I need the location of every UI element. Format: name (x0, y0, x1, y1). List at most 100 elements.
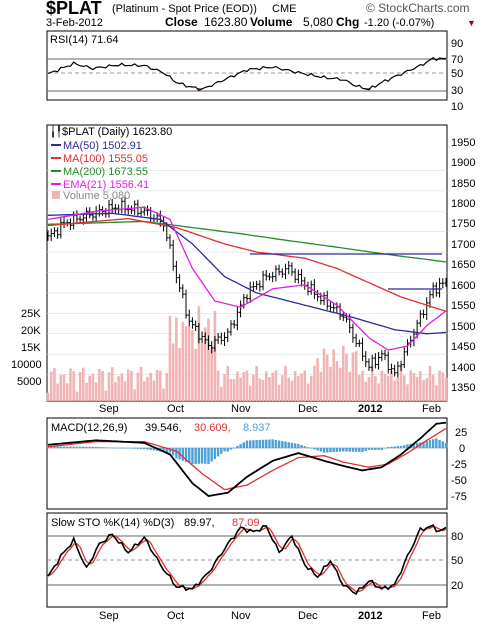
volume-bar (239, 377, 242, 401)
ma50-series (47, 212, 447, 335)
macd-hist-bar (390, 446, 393, 448)
volume-bar (59, 374, 63, 401)
volume-tick-5000: 5000 (17, 376, 41, 388)
macd-hist-bar (98, 447, 101, 448)
close-value: 1623.80 (204, 15, 248, 29)
volume-bar (277, 384, 281, 401)
macd-hist-bar (136, 448, 140, 449)
volume-bar (117, 376, 120, 401)
volume-bar (364, 381, 368, 401)
volume-bar (207, 318, 210, 401)
macd-hist-bar (406, 444, 409, 448)
price-x-dec: Dec (298, 403, 318, 415)
volume-bar (361, 370, 364, 401)
volume-bar (181, 321, 185, 401)
sto-panel: Slow STO %K(14) %D(3) 89.97, 87.09 80 50… (46, 512, 463, 622)
volume-bar (370, 365, 374, 401)
volume-bar (374, 375, 377, 401)
volume-bar (110, 367, 114, 401)
rsi-legend: RSI(14) 71.64 (50, 34, 118, 46)
macd-hist-bar (377, 448, 380, 450)
volume-bar (197, 306, 201, 401)
macd-hist-bar (88, 446, 91, 448)
volume-bar (348, 371, 352, 401)
volume-bar (300, 373, 303, 401)
price-x-2012: 2012 (358, 403, 382, 415)
macd-hist-bar (216, 448, 220, 457)
macd-hist-bar (374, 448, 377, 450)
bar-icon: ╽╿ (50, 125, 62, 138)
volume-bar (98, 368, 101, 401)
volume-bar (255, 365, 258, 401)
macd-hist-bar (274, 439, 278, 448)
volume-bar (293, 371, 297, 401)
price-grid (47, 170, 447, 375)
volume-bar (114, 382, 117, 401)
macd-hist-bar (59, 446, 63, 448)
volume-bar (191, 329, 194, 401)
macd-hist-bar (396, 446, 400, 448)
volume-bar (287, 377, 291, 401)
macd-hist-bar (168, 448, 172, 453)
sto-x-sep: Sep (99, 610, 119, 622)
macd-hist-bar (197, 448, 201, 464)
macd-hist-bar (261, 439, 265, 448)
price-tick-1550: 1550 (451, 300, 475, 312)
volume-bar (435, 385, 438, 401)
macd-hist-bar (204, 448, 207, 464)
volume-bar (236, 371, 239, 401)
macd-hist-bar (236, 445, 239, 448)
macd-hist-bar (255, 440, 258, 448)
macd-hist-bar (207, 448, 210, 465)
macd-hist-bar (268, 439, 271, 448)
price-x-sep: Sep (99, 403, 119, 415)
sto-x-feb: Feb (422, 610, 441, 622)
macd-hist-bar (393, 446, 396, 448)
volume-bar (226, 366, 230, 401)
volume-bar (146, 376, 149, 401)
price-tick-1400: 1400 (451, 362, 475, 374)
volume-bar (393, 381, 396, 401)
volume-bar (390, 371, 393, 401)
macd-hist-bar (188, 448, 191, 464)
macd-hist-bar (181, 448, 185, 461)
volume-bar (175, 317, 178, 401)
macd-hist-bar (438, 439, 441, 448)
volume-bar (232, 379, 236, 401)
volume-bar (101, 371, 104, 401)
price-x-nov: Nov (231, 403, 251, 415)
macd-hist-bar (387, 447, 390, 448)
macd-histogram (46, 438, 448, 465)
volume-bar (203, 327, 207, 401)
volume-bar (271, 372, 274, 401)
volume-bar (123, 381, 127, 401)
volume-bar (107, 372, 111, 401)
macd-legend-name: MACD(12,26,9) (51, 422, 127, 434)
volume-tick-10000: 10000 (11, 359, 42, 371)
sto-legend-k: 89.97, (184, 517, 215, 529)
macd-frame (46, 417, 448, 510)
macd-hist-bar (56, 446, 59, 448)
volume-bar (139, 366, 143, 401)
macd-hist-bar (258, 439, 262, 448)
macd-hist-bar (139, 448, 143, 449)
macd-hist-bar (297, 443, 300, 448)
volume-bar (284, 365, 287, 401)
volume-bar (165, 373, 169, 401)
volume-bar (281, 375, 284, 401)
volume-bar (377, 383, 380, 401)
macd-hist-bar (194, 448, 197, 464)
macd-hist-bar (149, 448, 152, 451)
macd-hist-bar (210, 448, 213, 462)
volume-bar (412, 372, 416, 401)
volume-bar (159, 370, 162, 401)
price-x-oct: Oct (167, 403, 184, 415)
macd-hist-bar (114, 447, 117, 449)
macd-hist-bar (306, 447, 310, 448)
macd-legend-signal: 30.609, (194, 422, 231, 434)
macd-hist-bar (213, 448, 217, 459)
volume-bar (126, 369, 130, 401)
volume-bar (53, 368, 56, 401)
brand-logo: © StockCharts.com (366, 1, 470, 15)
